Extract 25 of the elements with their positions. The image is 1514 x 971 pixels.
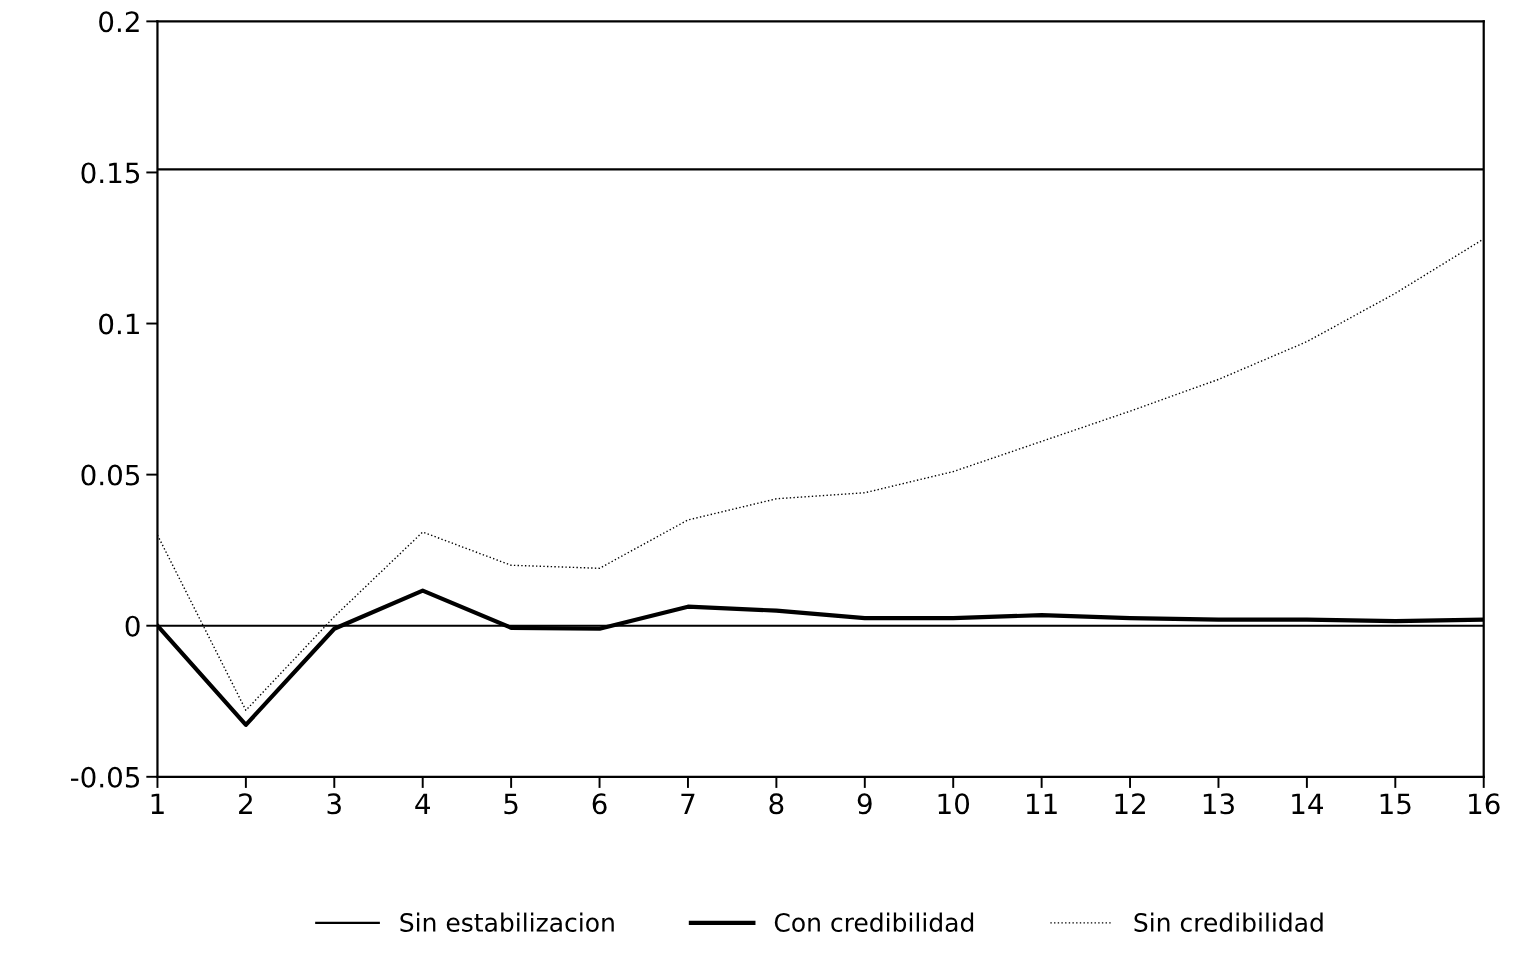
legend-label: Con credibilidad [774, 912, 974, 932]
legend-label: Sin estabilizacion [400, 912, 614, 932]
x-tick-label: 1 [151, 793, 164, 814]
x-tick-label: 15 [1380, 793, 1411, 815]
x-tick-label: 12 [1115, 793, 1145, 814]
y-tick-label: 0.2 [99, 11, 139, 33]
y-tick-label: -0.05 [70, 766, 140, 788]
x-tick-label: 16 [1469, 793, 1500, 815]
y-tick-label: 0.05 [81, 464, 140, 486]
x-tick-label: 14 [1292, 793, 1323, 814]
x-tick-label: 2 [239, 793, 252, 814]
x-tick-label: 13 [1203, 793, 1234, 815]
x-tick-label: 6 [592, 793, 607, 815]
y-tick-label: 0 [125, 615, 140, 637]
x-tick-label: 10 [938, 793, 970, 815]
x-tick-label: 11 [1027, 793, 1057, 814]
x-tick-label: 4 [415, 793, 430, 814]
y-tick-label: 0.1 [99, 313, 139, 335]
x-tick-label: 3 [327, 793, 341, 815]
x-tick-label: 8 [769, 793, 784, 815]
x-tick-label: 5 [504, 793, 518, 815]
x-tick-label: 9 [857, 793, 872, 815]
legend-label: Sin credibilidad [1134, 912, 1323, 932]
x-tick-label: 7 [681, 793, 695, 814]
y-tick-label: 0.15 [81, 162, 140, 184]
